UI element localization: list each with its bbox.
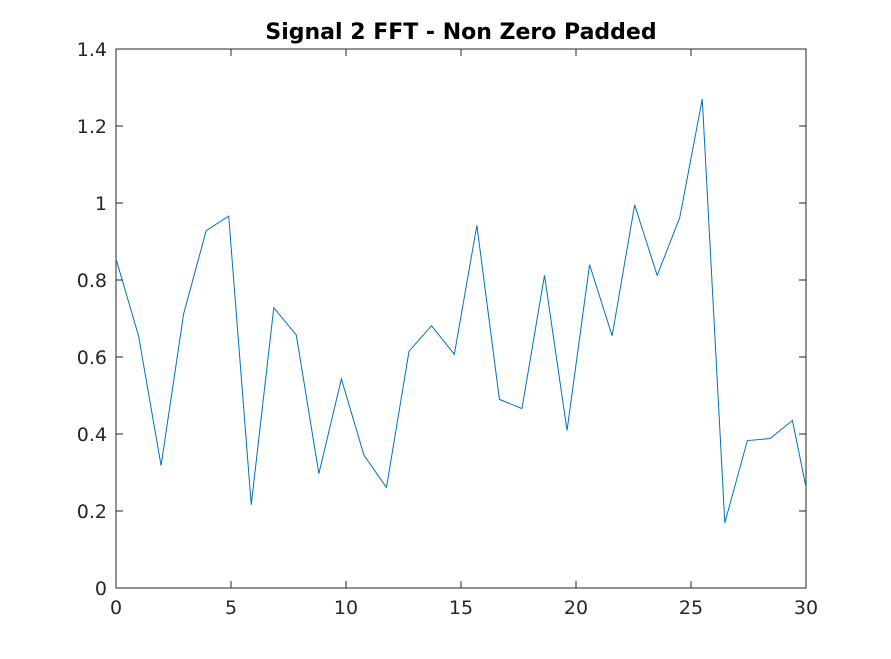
y-tick-label: 1.2 — [77, 116, 107, 138]
y-tick-label: 0 — [95, 578, 107, 600]
y-tick-label: 0.4 — [77, 424, 107, 446]
x-axis-ticks: 0 5 10 15 20 25 30 — [110, 49, 818, 619]
x-tick-label: 20 — [564, 597, 588, 619]
y-tick-label: 0.2 — [77, 501, 107, 523]
x-tick-label: 5 — [225, 597, 237, 619]
y-tick-label: 1 — [95, 193, 107, 215]
y-tick-label: 0.6 — [77, 347, 107, 369]
x-tick-label: 0 — [110, 597, 122, 619]
y-axis-ticks: 0 0.2 0.4 0.6 0.8 1 1.2 1.4 — [77, 39, 806, 600]
chart-title: Signal 2 FFT - Non Zero Padded — [265, 20, 656, 45]
y-tick-label: 1.4 — [77, 39, 107, 61]
x-tick-label: 10 — [334, 597, 358, 619]
series-line — [115, 98, 807, 524]
x-tick-label: 15 — [449, 597, 473, 619]
x-tick-label: 25 — [679, 597, 703, 619]
x-tick-label: 30 — [794, 597, 818, 619]
y-tick-label: 0.8 — [77, 270, 107, 292]
